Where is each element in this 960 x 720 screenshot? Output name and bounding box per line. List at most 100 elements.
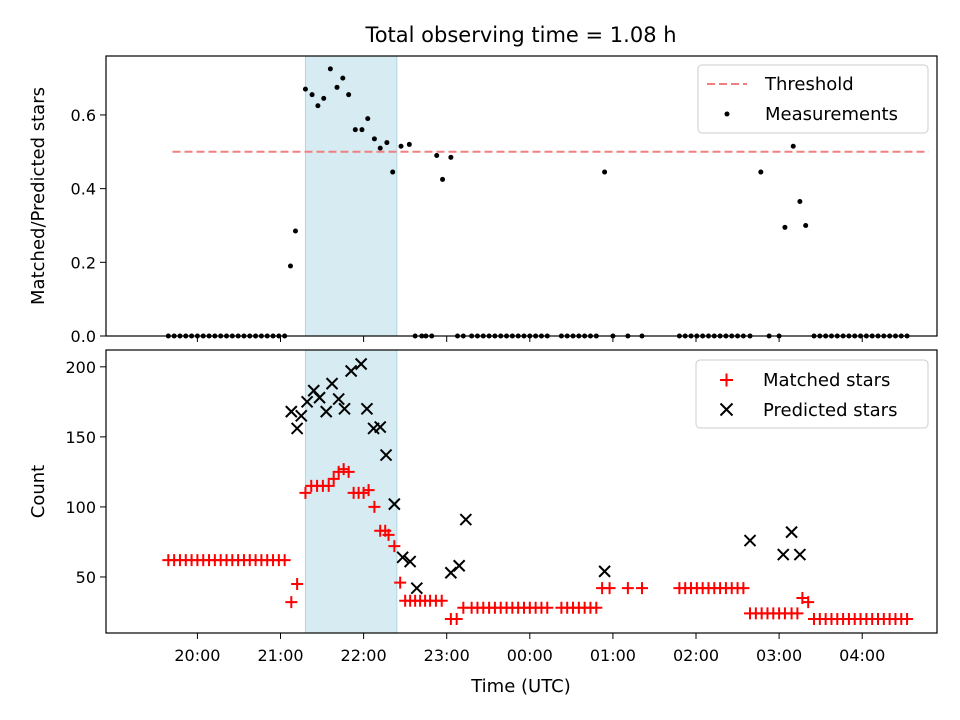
measurement-point — [440, 176, 446, 182]
y-tick-label: 0.6 — [71, 106, 96, 125]
matched-star-point — [291, 577, 304, 590]
predicted-star-point — [320, 405, 333, 418]
chart-title: Total observing time = 1.08 h — [364, 23, 676, 47]
predicted-star-point — [459, 513, 473, 526]
matched-star-point — [541, 601, 554, 614]
measurement-point — [377, 145, 383, 151]
matched-star-point — [450, 612, 463, 625]
measurement-point — [803, 222, 809, 228]
predicted-star-point — [332, 392, 345, 406]
matched-star-point — [342, 465, 355, 478]
y-tick-label: 100 — [65, 498, 96, 517]
predicted-star-point — [777, 548, 790, 561]
top-legend: Threshold Measurements — [697, 64, 929, 134]
measurements-legend-swatch — [724, 111, 730, 117]
predicted-star-point — [410, 581, 424, 595]
matched-star-point — [802, 596, 815, 609]
matched-star-point — [382, 528, 395, 541]
bottom-shaded-span — [304, 349, 398, 634]
x-tick-label: 23:00 — [424, 646, 470, 665]
measurement-point — [365, 116, 371, 122]
predicted-star-point — [388, 497, 401, 511]
predicted-star-point — [354, 357, 368, 371]
measurement-point — [287, 263, 293, 269]
y-tick-label: 0.2 — [71, 253, 96, 272]
matched-star-point — [635, 582, 648, 595]
measurement-point — [790, 143, 796, 149]
matched-star-point — [590, 601, 603, 614]
y-tick-label: 50 — [76, 568, 96, 587]
predicted-stars-legend-label: Predicted stars — [763, 400, 897, 421]
matched-star-point — [621, 582, 634, 595]
matched-star-point — [327, 472, 340, 485]
measurement-point — [434, 152, 440, 158]
measurement-point — [302, 86, 308, 92]
x-axis-label: Time (UTC) — [470, 676, 571, 697]
measurement-point — [797, 199, 803, 205]
predicted-star-point — [396, 551, 409, 564]
measurement-point — [327, 66, 333, 72]
matched-star-point — [322, 479, 335, 492]
top-y-ticks: 0.0 0.2 0.4 0.6 — [71, 106, 106, 346]
threshold-legend-label: Threshold — [764, 74, 854, 95]
y-tick-label: 150 — [65, 428, 96, 447]
matched-stars-legend-swatch — [720, 373, 733, 387]
matched-stars-legend-label: Matched stars — [763, 370, 890, 391]
measurement-point — [758, 169, 764, 175]
top-x-ticks — [196, 336, 863, 342]
x-tick-label: 03:00 — [756, 646, 802, 665]
predicted-star-point — [403, 555, 417, 568]
y-tick-label: 0.4 — [71, 180, 96, 199]
predicted-star-point — [295, 409, 308, 423]
x-tick-label: 04:00 — [839, 646, 885, 665]
predicted-star-point — [313, 391, 326, 404]
bottom-legend-box — [695, 359, 929, 429]
predicted-star-point — [785, 525, 798, 539]
x-tick-label: 02:00 — [673, 646, 719, 665]
matched-star-point — [278, 554, 291, 567]
matched-star-point — [791, 607, 804, 620]
matched-star-point — [435, 594, 448, 607]
measurement-point — [782, 224, 788, 230]
y-tick-label: 200 — [65, 358, 96, 377]
top-axes-frame — [105, 55, 938, 337]
measurement-point — [359, 127, 365, 133]
matched-star-point — [394, 576, 407, 589]
top-y-axis-label: Matched/Predicted stars — [28, 87, 49, 305]
measurement-point — [448, 154, 454, 160]
matched-star-point — [299, 486, 312, 499]
top-legend-box — [697, 64, 929, 134]
measurement-point — [371, 136, 377, 142]
measurement-point — [602, 169, 608, 175]
bottom-x-ticks: 20:00 21:00 22:00 23:00 00:00 01:00 02:00 03:00… — [174, 633, 885, 665]
matched-star-point — [362, 484, 375, 497]
bottom-legend: Matched stars Predicted stars — [695, 359, 929, 429]
measurement-point — [352, 127, 358, 133]
predicted-star-point — [285, 405, 298, 418]
measurement-point — [406, 141, 412, 147]
bottom-y-ticks: 50 100 150 200 — [65, 358, 106, 587]
measurement-point — [384, 140, 390, 146]
x-tick-label: 00:00 — [507, 646, 553, 665]
predicted-star-point — [379, 448, 393, 462]
matched-star-point — [285, 596, 298, 609]
predicted-star-point — [360, 402, 374, 416]
top-panel: 0.0 0.2 0.4 0.6 Matched/Predicted stars Thr… — [28, 55, 938, 346]
predicted-star-point — [325, 377, 339, 390]
matched-star-point — [737, 582, 750, 595]
measurement-point — [340, 75, 346, 81]
predicted-star-point — [793, 548, 807, 561]
measurements-legend-label: Measurements — [765, 104, 898, 125]
y-tick-label: 0.0 — [71, 327, 96, 346]
measurement-point — [390, 169, 396, 175]
predicted-star-point — [290, 422, 304, 435]
matched-star-point — [901, 612, 914, 625]
predicted-star-point — [344, 364, 358, 378]
measurement-point — [346, 92, 352, 98]
measurement-point — [309, 92, 315, 98]
measurement-point — [292, 228, 298, 234]
measurement-point — [334, 84, 340, 90]
predicted-stars-points — [285, 357, 807, 595]
measurement-point — [398, 143, 404, 149]
